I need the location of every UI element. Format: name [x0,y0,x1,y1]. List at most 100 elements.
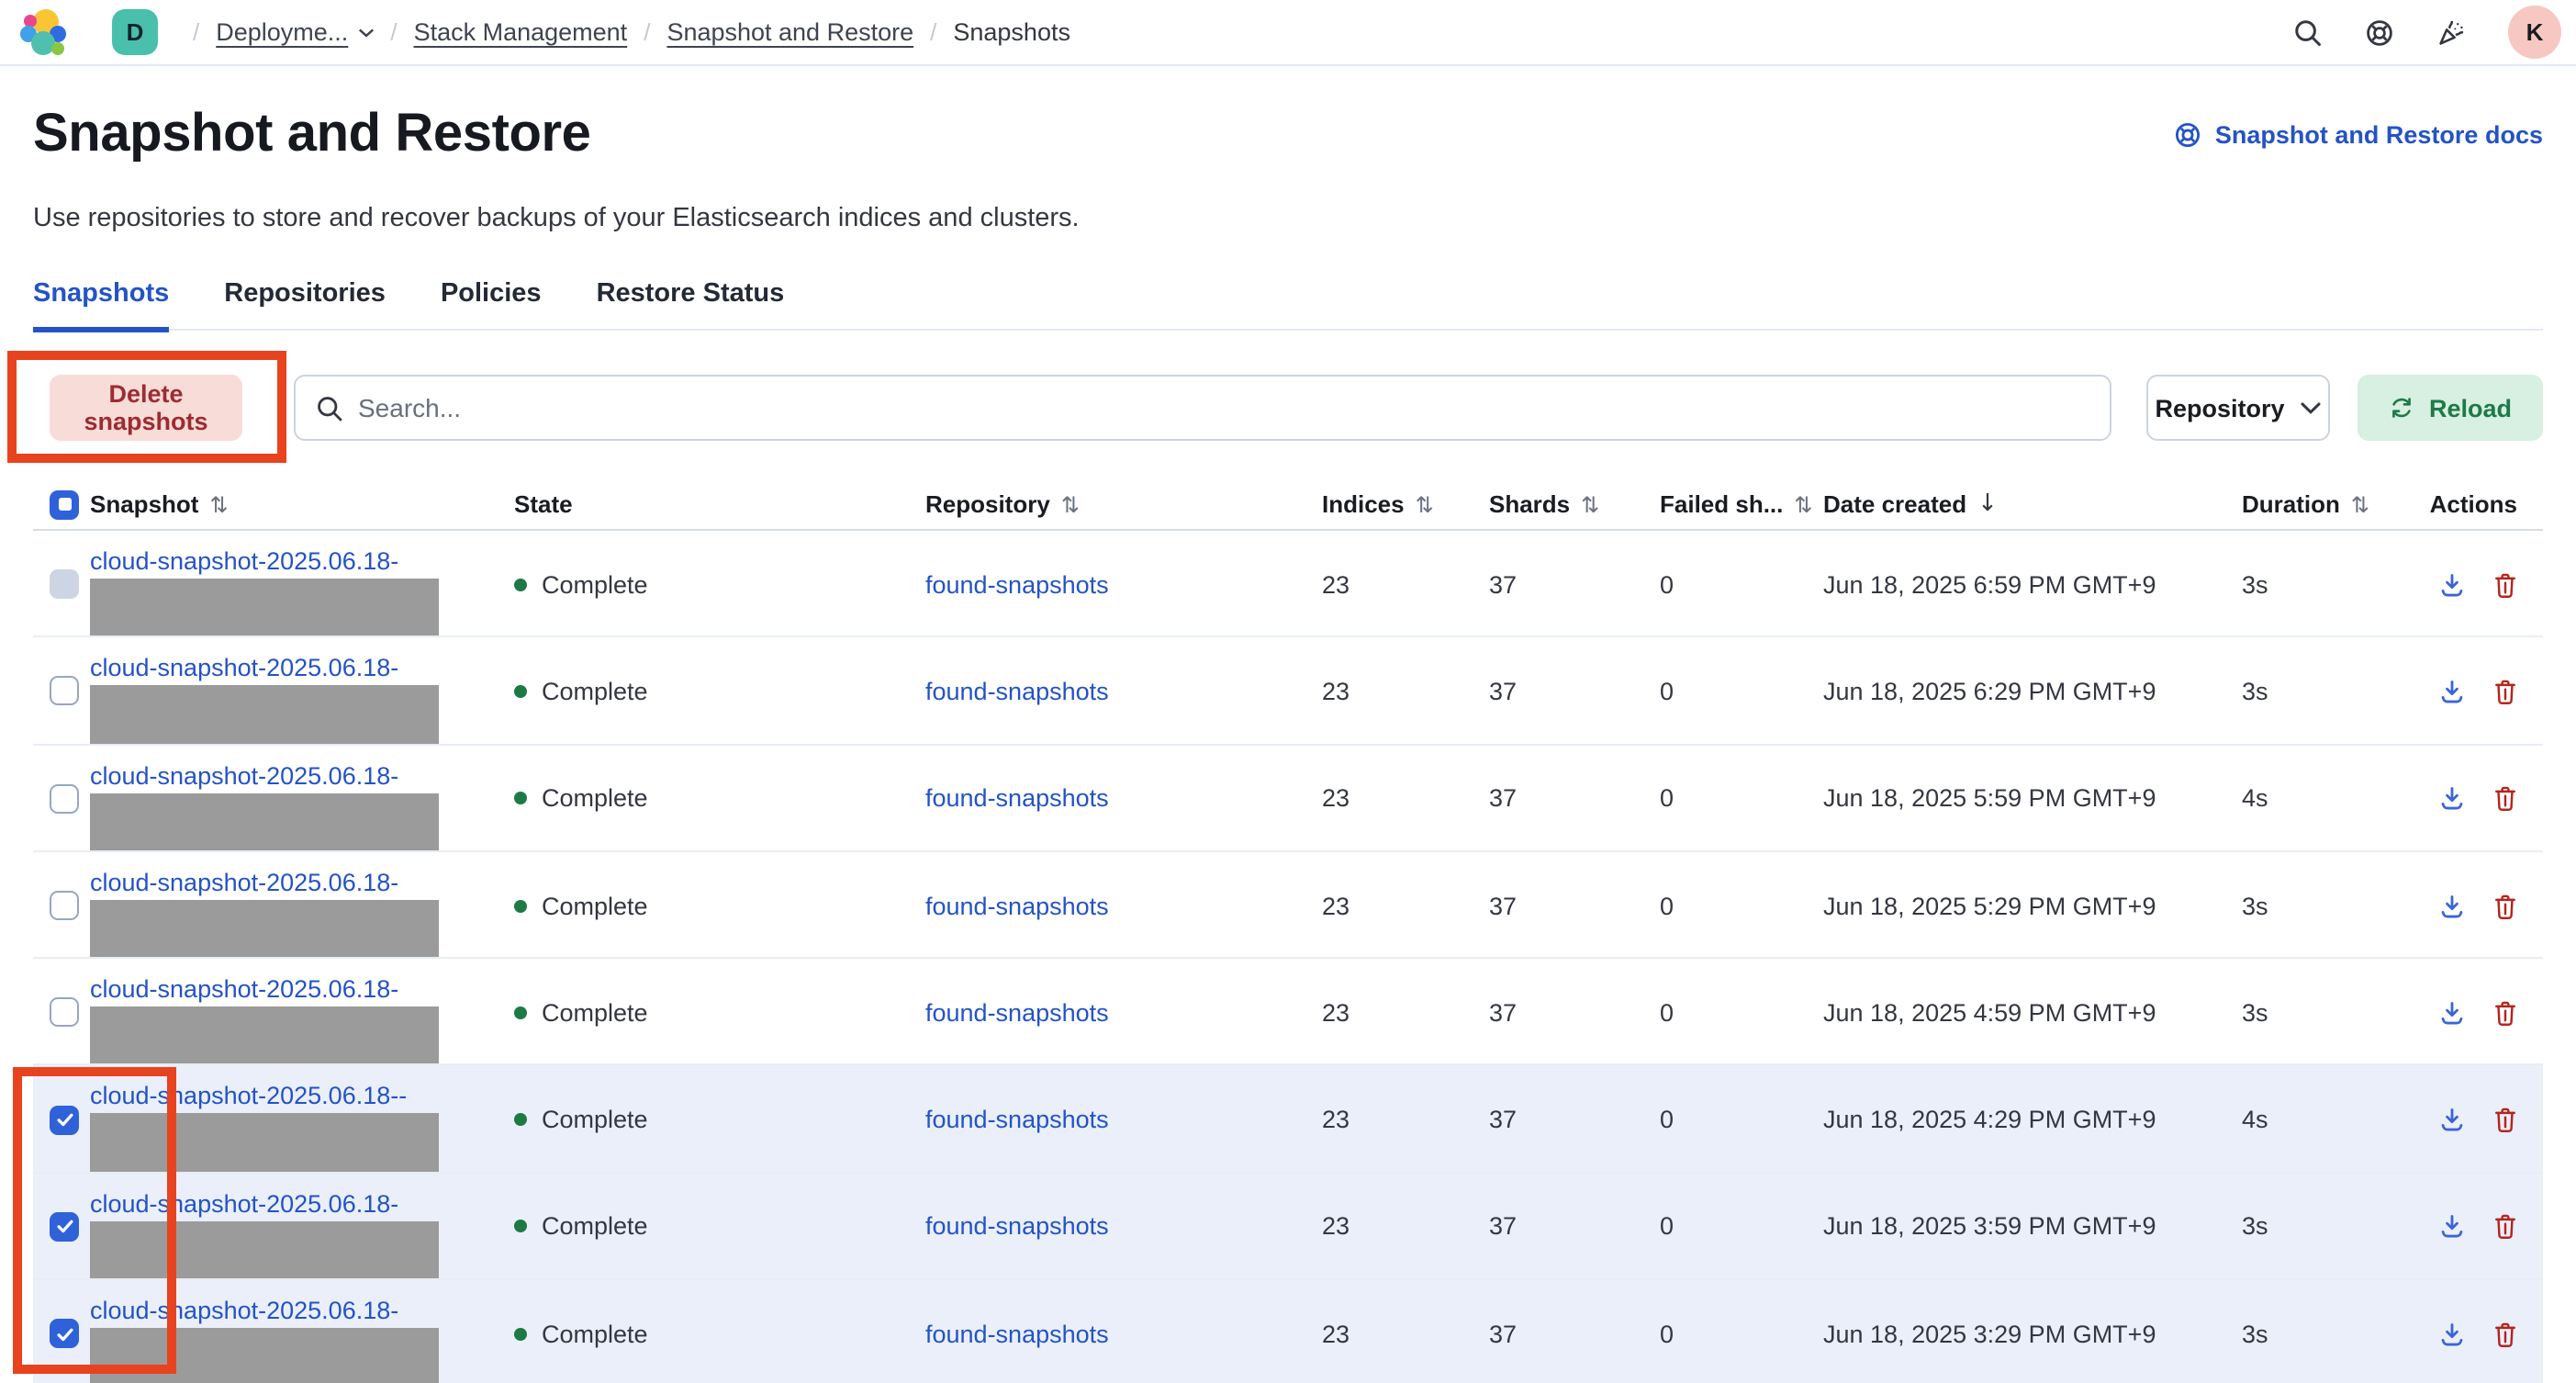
sort-icon[interactable]: ⇅ [209,491,229,517]
repository-link[interactable]: found-snapshots [925,784,1109,813]
repository-link[interactable]: found-snapshots [925,1320,1109,1348]
state-label: Complete [542,1212,648,1241]
snapshot-link[interactable]: cloud-snapshot-2025.06.18- [90,975,399,1004]
repository-link[interactable]: found-snapshots [925,677,1109,705]
download-icon[interactable] [2438,1213,2466,1241]
repository-link[interactable]: found-snapshots [925,1106,1109,1134]
duration-value: 3s [2242,677,2268,705]
table-body: cloud-snapshot-2025.06.18- Complete foun… [33,531,2543,1383]
date-created-value: Jun 18, 2025 6:29 PM GMT+9 [1823,677,2156,705]
elastic-logo-icon[interactable] [20,8,68,56]
table-row: cloud-snapshot-2025.06.18- Complete foun… [33,531,2543,639]
download-icon[interactable] [2438,678,2466,705]
snapshot-link[interactable]: cloud-snapshot-2025.06.18- [90,1189,399,1218]
sort-desc-icon[interactable]: ↓ [1977,490,1998,518]
deployment-badge[interactable]: D [112,9,158,55]
search-box[interactable] [294,375,2111,441]
snapshot-link[interactable]: cloud-snapshot-2025.06.18-- [90,1082,408,1110]
failed-shards-value: 0 [1660,892,1674,920]
row-checkbox[interactable] [50,569,79,600]
row-checkbox[interactable] [50,997,79,1028]
indices-value: 23 [1322,1320,1350,1348]
page-title: Snapshot and Restore [33,105,591,163]
table-header-row: Snapshot ⇅ State Repository ⇅ Indices ⇅ Sha… [33,479,2543,531]
status-dot-icon [514,1327,527,1341]
indices-value: 23 [1322,677,1350,705]
trash-icon[interactable] [2492,892,2519,919]
column-header-indices: Indices ⇅ [1322,490,1434,518]
row-checkbox[interactable] [50,1211,79,1242]
sort-icon[interactable]: ⇅ [1060,491,1080,517]
column-header-duration: Duration ⇅ [2242,490,2370,518]
repository-link[interactable]: found-snapshots [925,570,1109,599]
tab-snapshots[interactable]: Snapshots [33,279,170,332]
repository-link[interactable]: found-snapshots [925,1212,1109,1241]
download-icon[interactable] [2438,1320,2466,1347]
repository-filter-button[interactable]: Repository [2146,375,2330,441]
search-icon[interactable] [2293,17,2323,47]
trash-icon[interactable] [2492,1213,2519,1241]
download-icon[interactable] [2438,999,2466,1027]
select-all-checkbox[interactable] [50,489,79,519]
tab-repositories[interactable]: Repositories [224,279,386,309]
search-input[interactable] [358,393,2089,422]
trash-icon[interactable] [2492,784,2519,812]
row-checkbox[interactable] [50,1319,79,1349]
date-created-value: Jun 18, 2025 5:29 PM GMT+9 [1823,892,2156,920]
tab-policies[interactable]: Policies [440,279,542,309]
trash-icon[interactable] [2492,1320,2519,1347]
row-checkbox[interactable] [50,676,79,706]
duration-value: 3s [2242,998,2268,1027]
breadcrumb-deployment[interactable]: Deployme... [216,18,374,46]
breadcrumb-snapshot-and-restore[interactable]: Snapshot and Restore [666,18,914,46]
delete-snapshots-button[interactable]: Delete snapshots [50,375,242,441]
state-label: Complete [542,1106,648,1134]
column-header-shards: Shards ⇅ [1489,490,1600,518]
sort-icon[interactable]: ⇅ [1794,491,1813,517]
snapshot-link[interactable]: cloud-snapshot-2025.06.18- [90,761,399,790]
row-checkbox[interactable] [50,783,79,814]
download-icon[interactable] [2438,1106,2466,1133]
duration-value: 3s [2242,1320,2268,1348]
indices-value: 23 [1322,892,1350,920]
failed-shards-value: 0 [1660,677,1674,705]
trash-icon[interactable] [2492,678,2519,705]
indices-value: 23 [1322,570,1350,599]
indices-value: 23 [1322,784,1350,813]
column-header-date-created: Date created ↓ [1823,490,1998,518]
breadcrumb-stack-management[interactable]: Stack Management [413,18,628,46]
snapshot-link[interactable]: cloud-snapshot-2025.06.18- [90,868,399,896]
download-icon[interactable] [2438,570,2466,598]
trash-icon[interactable] [2492,999,2519,1027]
snapshot-link[interactable]: cloud-snapshot-2025.06.18- [90,547,399,575]
date-created-value: Jun 18, 2025 3:59 PM GMT+9 [1823,1212,2156,1241]
row-checkbox[interactable] [50,891,79,921]
status-dot-icon [514,1006,527,1019]
docs-link[interactable]: Snapshot and Restore docs [2175,120,2543,148]
date-created-value: Jun 18, 2025 6:59 PM GMT+9 [1823,570,2156,599]
table-row: cloud-snapshot-2025.06.18- Complete foun… [33,745,2543,853]
trash-icon[interactable] [2492,1106,2519,1133]
refresh-icon [2392,398,2411,418]
snapshot-link[interactable]: cloud-snapshot-2025.06.18- [90,1297,399,1325]
sort-icon[interactable]: ⇅ [1581,491,1600,517]
top-navigation-bar: D / Deployme... / Stack Management / Sna… [0,0,2576,66]
news-feed-icon[interactable] [2436,17,2466,47]
repository-link[interactable]: found-snapshots [925,892,1109,920]
shards-value: 37 [1489,998,1518,1027]
reload-button[interactable]: Reload [2358,375,2543,441]
help-icon[interactable] [2365,17,2394,47]
page-description: Use repositories to store and recover ba… [33,204,1080,233]
sort-icon[interactable]: ⇅ [2350,491,2370,517]
user-avatar[interactable]: K [2508,6,2561,59]
sort-icon[interactable]: ⇅ [1415,491,1434,517]
repository-link[interactable]: found-snapshots [925,998,1109,1027]
trash-icon[interactable] [2492,570,2519,598]
download-icon[interactable] [2438,784,2466,812]
redacted-snapshot-suffix [90,1006,439,1066]
download-icon[interactable] [2438,892,2466,919]
snapshot-link[interactable]: cloud-snapshot-2025.06.18- [90,654,399,682]
chevron-down-icon [358,28,374,37]
row-checkbox[interactable] [50,1105,79,1135]
tab-restore-status[interactable]: Restore Status [596,279,785,309]
